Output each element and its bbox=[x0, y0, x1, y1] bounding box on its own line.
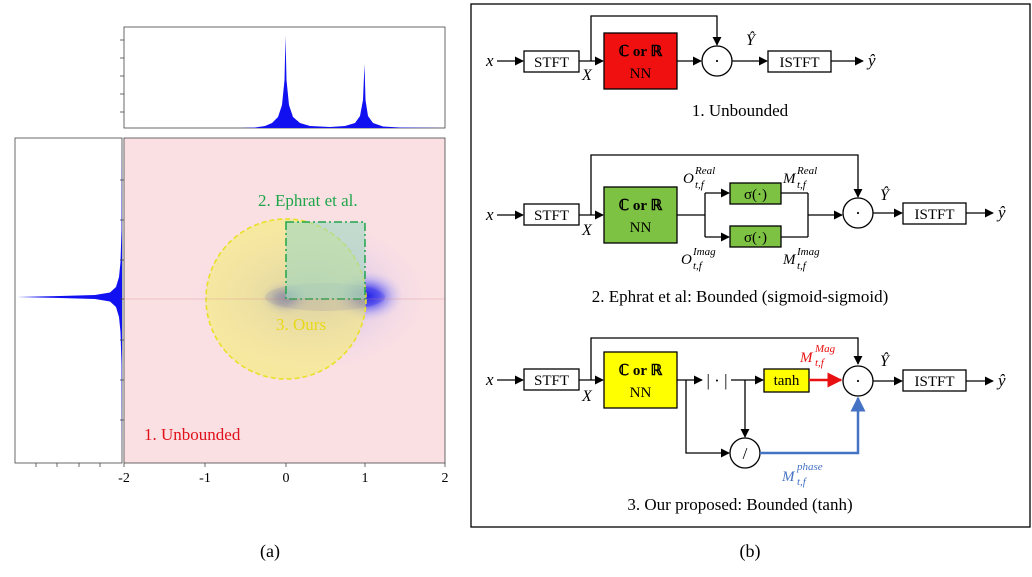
m-real-label: M bbox=[782, 171, 797, 187]
caption-diagram-3: 3. Our proposed: Bounded (tanh) bbox=[627, 495, 852, 514]
output-y-label: ŷ bbox=[996, 371, 1006, 390]
tf-subscript: t,f bbox=[693, 260, 704, 272]
tf-subscript: t,f bbox=[695, 179, 706, 191]
tanh-label: tanh bbox=[774, 373, 800, 389]
input-x-label: x bbox=[485, 205, 494, 224]
panel-b-frame bbox=[470, 3, 1031, 528]
estimate-Y-label: Ŷ bbox=[880, 185, 891, 204]
stft-label: STFT bbox=[534, 373, 569, 389]
left-marginal-density bbox=[17, 140, 122, 460]
unbounded-label: 1. Unbounded bbox=[144, 425, 241, 444]
tf-subscript: t,f bbox=[797, 476, 808, 488]
spectrum-x-label: X bbox=[581, 222, 593, 239]
tf-subscript: t,f bbox=[815, 357, 826, 369]
x-tick-label: 2 bbox=[442, 471, 449, 486]
output-y-label: ŷ bbox=[996, 203, 1006, 222]
nn-type-label: ℂ or ℝ bbox=[619, 198, 664, 214]
caption-diagram-1: 1. Unbounded bbox=[692, 101, 789, 120]
stft-label: STFT bbox=[534, 55, 569, 71]
tf-subscript: t,f bbox=[797, 260, 808, 272]
m-phase-label: M bbox=[781, 469, 796, 485]
diagram-proposed: x STFT X ℂ or ℝ NN | · | tanh M Mag t,f … bbox=[485, 337, 1006, 514]
top-marginal-density bbox=[124, 36, 445, 128]
sigmoid-label: σ(·) bbox=[744, 230, 767, 246]
ephrat-label: 2. Ephrat et al. bbox=[258, 191, 358, 210]
nn-label: NN bbox=[630, 385, 652, 401]
input-x-label: x bbox=[485, 370, 494, 389]
multiply-symbol: · bbox=[714, 51, 720, 71]
left-marginal-plot bbox=[14, 137, 123, 467]
spectrum-x-label: X bbox=[581, 388, 593, 405]
multiply-symbol: · bbox=[855, 203, 861, 223]
x-tick-label: 1 bbox=[362, 471, 369, 486]
m-phase-superscript: phase bbox=[796, 461, 823, 473]
top-marginal-plot bbox=[120, 26, 446, 129]
istft-label: ISTFT bbox=[914, 374, 954, 390]
input-x-label: x bbox=[485, 51, 494, 70]
m-imag-label: M bbox=[782, 252, 797, 268]
o-real-label: O bbox=[683, 171, 694, 187]
estimate-Y-label: Ŷ bbox=[746, 30, 757, 49]
estimate-Y-label: Ŷ bbox=[880, 351, 891, 370]
m-mag-label: M bbox=[799, 350, 814, 366]
istft-label: ISTFT bbox=[914, 207, 954, 223]
ours-label: 3. Ours bbox=[276, 315, 326, 334]
nn-label: NN bbox=[630, 220, 652, 236]
m-imag-superscript: Imag bbox=[796, 246, 820, 258]
nn-block-green bbox=[603, 186, 678, 244]
spectrum-x-label: X bbox=[581, 67, 593, 84]
x-tick-label: -2 bbox=[118, 471, 130, 486]
ephrat-region bbox=[285, 221, 366, 300]
multiply-symbol: · bbox=[855, 371, 861, 391]
magnitude-operator: | · | bbox=[707, 371, 728, 390]
x-tick-label: -1 bbox=[199, 471, 211, 486]
o-imag-superscript: Imag bbox=[692, 246, 716, 258]
stft-label: STFT bbox=[534, 208, 569, 224]
sigmoid-label: σ(·) bbox=[744, 187, 767, 203]
m-mag-superscript: Mag bbox=[814, 343, 836, 355]
output-y-label: ŷ bbox=[866, 51, 876, 70]
nn-block-red bbox=[603, 32, 678, 90]
nn-type-label: ℂ or ℝ bbox=[619, 363, 664, 379]
o-imag-label: O bbox=[681, 252, 692, 268]
x-tick-label: 0 bbox=[283, 471, 290, 486]
tf-subscript: t,f bbox=[797, 179, 808, 191]
diagram-ephrat: x STFT X ℂ or ℝ NN O Real t,f O Imag t,f… bbox=[485, 154, 1006, 306]
divide-symbol: / bbox=[743, 444, 748, 463]
nn-type-label: ℂ or ℝ bbox=[619, 44, 664, 60]
caption-a: (a) bbox=[260, 541, 280, 562]
panel-a: -2 -1 0 1 2 2. Ephrat et al. 3. Ours 1. … bbox=[14, 26, 449, 562]
diagram-unbounded: x STFT X ℂ or ℝ NN · Ŷ ISTFT ŷ 1. Unboun… bbox=[485, 15, 876, 120]
caption-diagram-2: 2. Ephrat et al: Bounded (sigmoid-sigmoi… bbox=[592, 287, 889, 306]
panel-b: x STFT X ℂ or ℝ NN · Ŷ ISTFT ŷ 1. Unboun… bbox=[470, 3, 1031, 562]
nn-label: NN bbox=[630, 66, 652, 82]
m-real-superscript: Real bbox=[796, 165, 817, 177]
istft-label: ISTFT bbox=[779, 55, 819, 71]
o-real-superscript: Real bbox=[694, 165, 715, 177]
complex-plane-plot: -2 -1 0 1 2 2. Ephrat et al. 3. Ours 1. … bbox=[118, 137, 449, 486]
caption-b: (b) bbox=[740, 541, 761, 562]
